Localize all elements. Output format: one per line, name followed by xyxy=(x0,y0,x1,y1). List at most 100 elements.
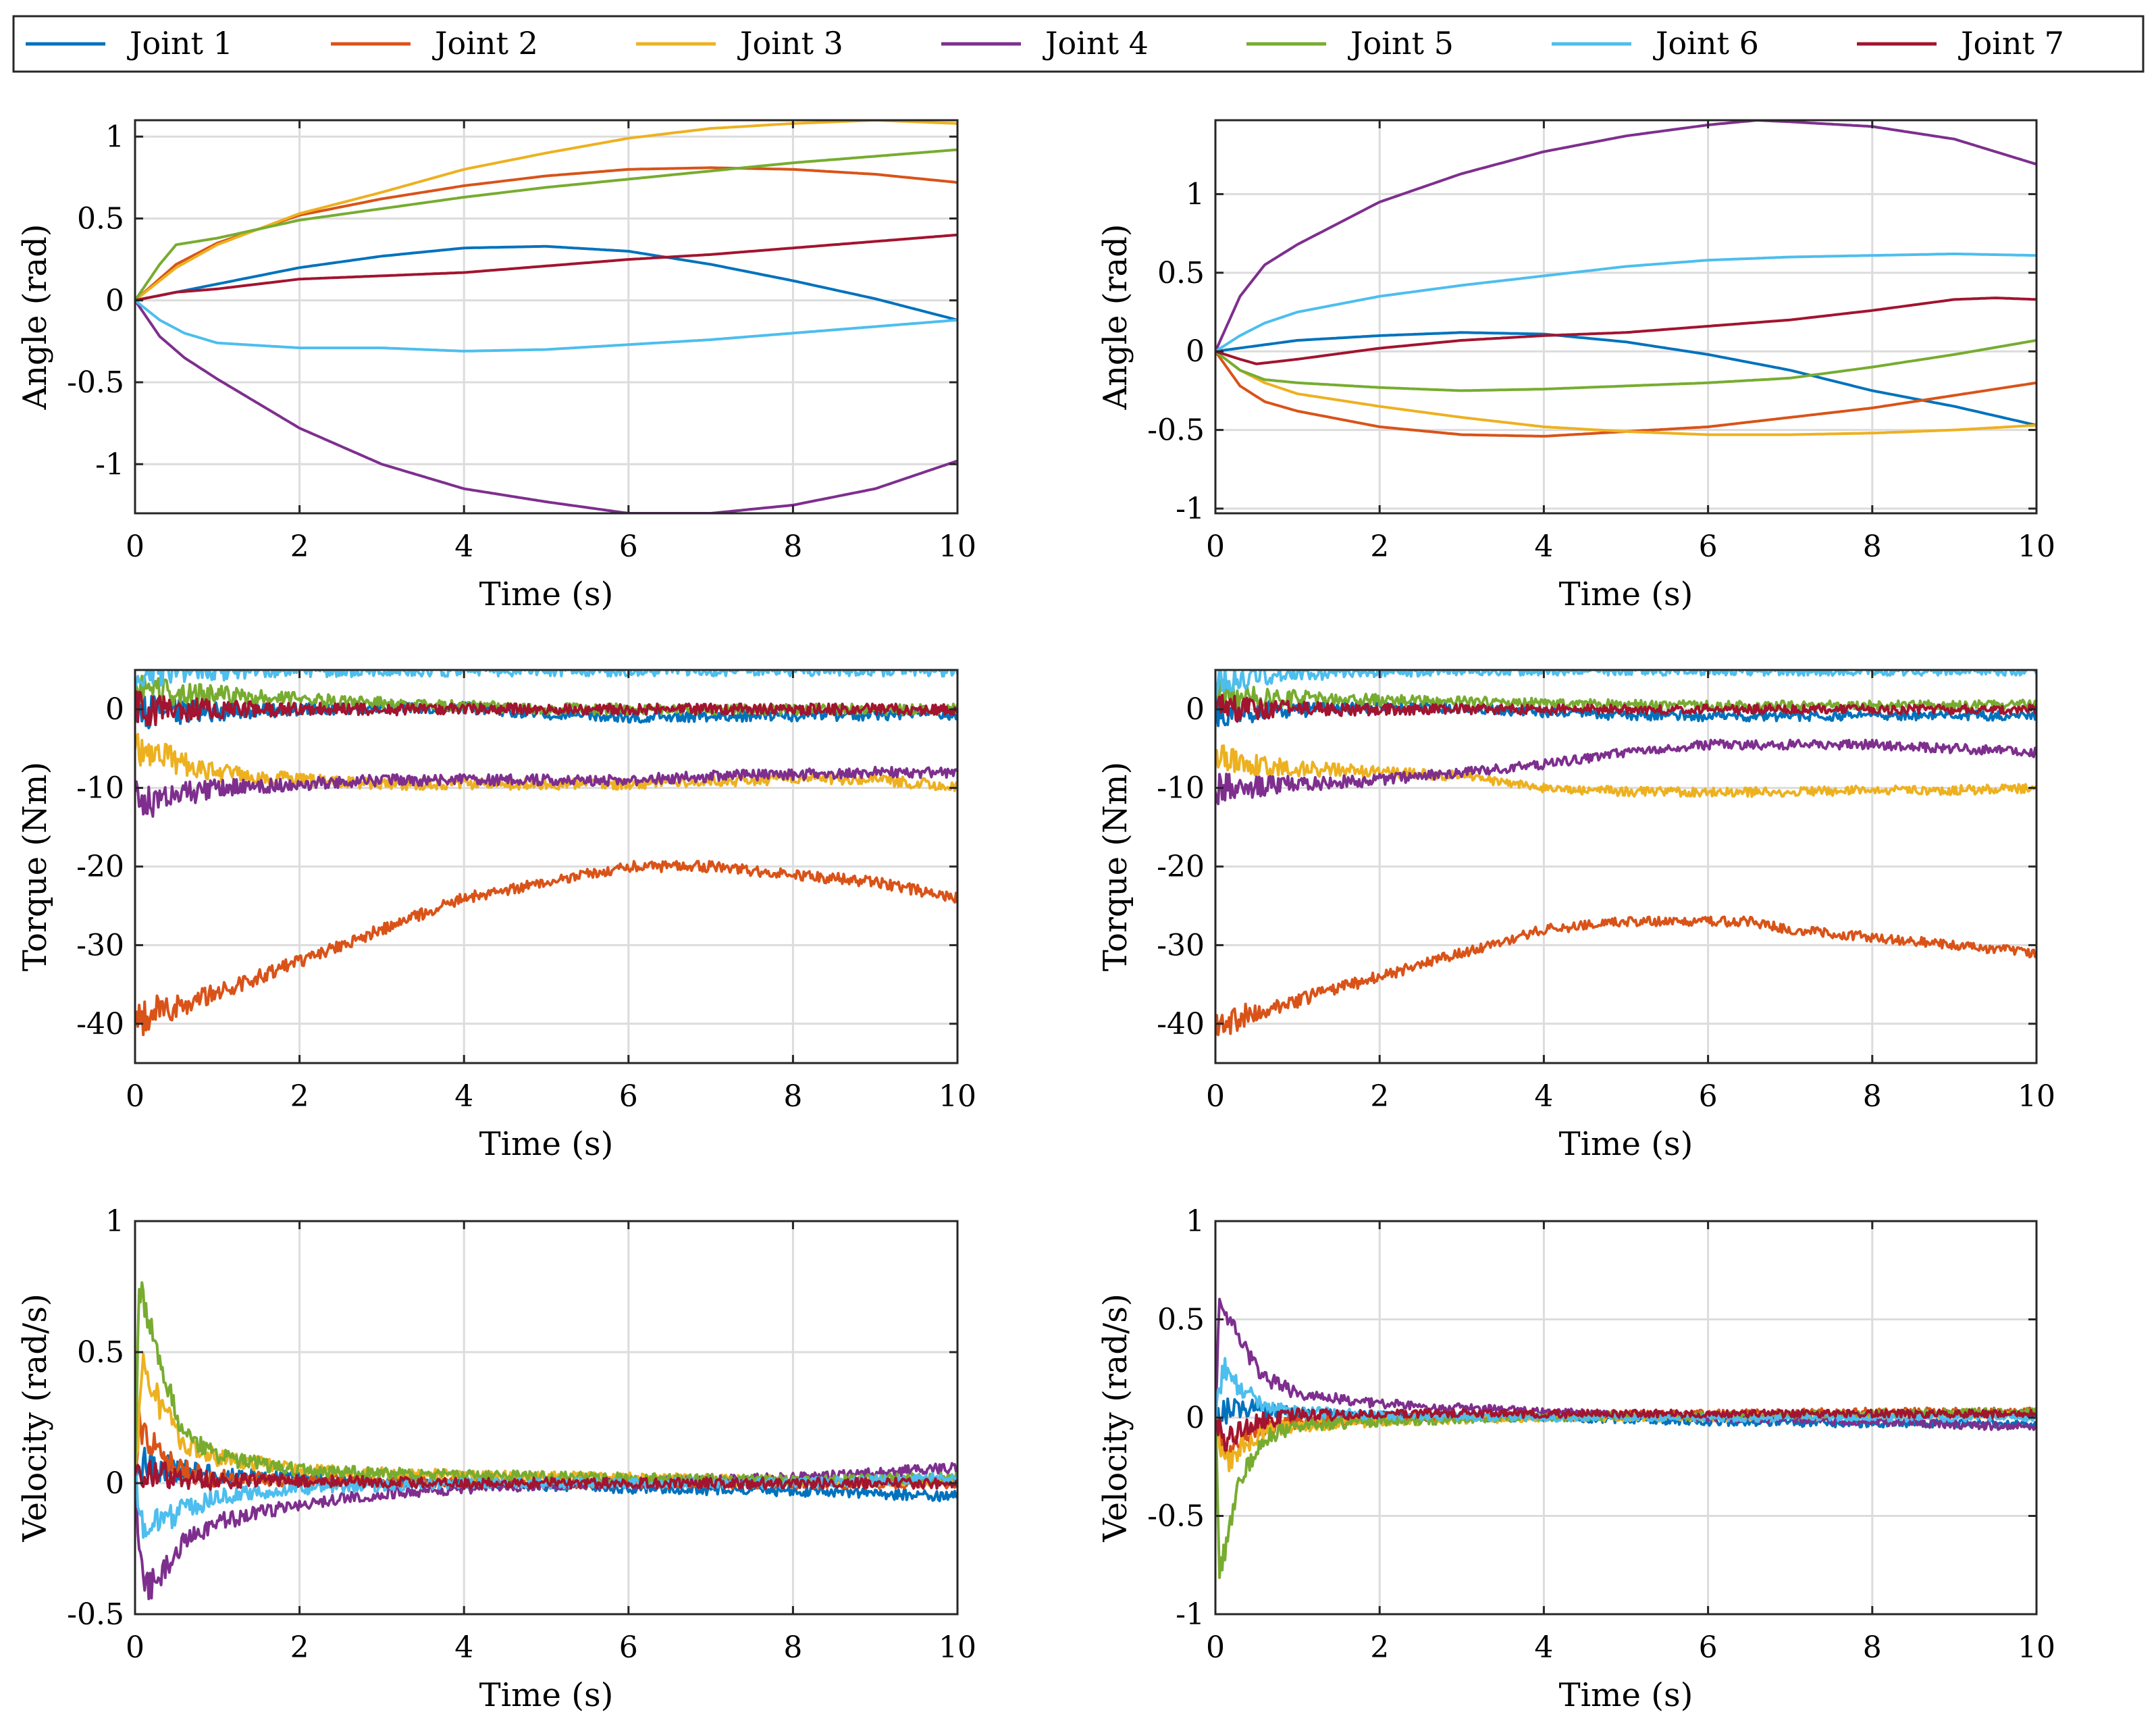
x-tick-label: 10 xyxy=(939,1079,976,1114)
x-tick-label: 6 xyxy=(1699,530,1718,564)
y-tick-label: 0 xyxy=(105,284,124,318)
legend-entry: Joint 3 xyxy=(636,25,843,61)
y-tick-label: 0 xyxy=(1186,1401,1205,1435)
series-line-joint-4 xyxy=(135,299,957,513)
x-tick-label: 10 xyxy=(2018,1630,2055,1665)
x-tick-label: 4 xyxy=(1534,1079,1553,1114)
y-tick-label: -30 xyxy=(76,928,124,962)
x-tick-label: 4 xyxy=(1534,1630,1553,1665)
legend: Joint 1 Joint 2 Joint 3 Joint 4 Joint 5 Joint… xyxy=(12,15,2145,73)
x-tick-label: 8 xyxy=(1863,530,1882,564)
y-tick-label: 1 xyxy=(105,1204,124,1239)
axes-box xyxy=(134,119,959,515)
series-line-joint-6 xyxy=(1215,252,2036,353)
y-tick-label: -0.5 xyxy=(1147,1499,1205,1534)
x-tick-label: 10 xyxy=(939,530,976,564)
plot-area xyxy=(135,120,957,513)
series-group xyxy=(1215,670,2036,1037)
x-axis-label: Time (s) xyxy=(479,1676,614,1714)
plot-area xyxy=(135,1221,957,1614)
legend-label: Joint 7 xyxy=(1958,25,2064,61)
y-tick-label: 0 xyxy=(105,692,124,727)
x-tick-label: 8 xyxy=(783,530,802,564)
y-axis-label: Torque (Nm) xyxy=(1097,762,1134,971)
legend-label: Joint 5 xyxy=(1348,25,1454,61)
y-tick-label: -10 xyxy=(1157,771,1205,806)
x-tick-label: 8 xyxy=(783,1079,802,1114)
y-axis-label: Velocity (rad/s) xyxy=(1097,1293,1134,1542)
series-line-joint-7 xyxy=(1215,694,2036,723)
panel-angle-right: 0 2 4 6 8 10 -1 -0.5 0 0.5 1 Time (s) Angle (rad) xyxy=(1097,119,2055,613)
x-tick-label: 2 xyxy=(290,1630,309,1665)
axes-box xyxy=(134,1220,959,1616)
y-axis-label: Torque (Nm) xyxy=(16,762,54,971)
series-line-joint-1 xyxy=(135,244,957,321)
y-tick-label: 0.5 xyxy=(77,202,124,236)
series-line-joint-1 xyxy=(1215,331,2036,427)
series-line-joint-7 xyxy=(1215,1408,2036,1452)
y-tick-label: -0.5 xyxy=(67,365,124,400)
x-tick-label: 2 xyxy=(1370,530,1389,564)
series-line-joint-5 xyxy=(135,148,957,301)
y-tick-label: -1 xyxy=(95,447,124,482)
x-tick-label: 0 xyxy=(126,1630,144,1665)
x-tick-label: 0 xyxy=(126,1079,144,1114)
series-line-joint-7 xyxy=(135,690,957,727)
x-tick-label: 4 xyxy=(454,1630,473,1665)
series-line-joint-6 xyxy=(135,299,957,353)
y-tick-label: -1 xyxy=(1176,492,1205,526)
series-line-joint-3 xyxy=(135,120,957,302)
x-tick-label: 10 xyxy=(2018,1079,2055,1114)
y-axis-label: Angle (rad) xyxy=(1097,224,1134,410)
x-tick-label: 6 xyxy=(619,1630,638,1665)
x-tick-label: 10 xyxy=(2018,530,2055,564)
series-group xyxy=(135,1281,957,1601)
series-line-joint-4 xyxy=(1215,120,2036,353)
x-tick-label: 2 xyxy=(1370,1079,1389,1114)
x-tick-label: 4 xyxy=(1534,530,1553,564)
x-tick-label: 4 xyxy=(454,1079,473,1114)
y-tick-label: 0 xyxy=(1186,334,1205,369)
series-line-joint-2 xyxy=(1215,915,2036,1037)
x-axis-label: Time (s) xyxy=(479,575,614,613)
y-tick-label: -40 xyxy=(76,1007,124,1041)
legend-entry: Joint 5 xyxy=(1246,25,1454,61)
series-group xyxy=(135,120,957,513)
panel-torque-left: 0 2 4 6 8 10 -40 -30 -20 -10 0 Time (s) Torque (Nm) xyxy=(16,669,976,1163)
series-line-joint-3 xyxy=(1215,350,2036,436)
y-tick-label: -0.5 xyxy=(67,1597,124,1632)
x-tick-label: 8 xyxy=(1863,1630,1882,1665)
x-tick-label: 10 xyxy=(939,1630,976,1665)
y-tick-label: 1 xyxy=(1186,1204,1205,1239)
series-line-joint-7 xyxy=(135,233,957,302)
x-tick-label: 6 xyxy=(619,530,638,564)
legend-label: Joint 6 xyxy=(1653,25,1759,61)
series-line-joint-6 xyxy=(135,670,957,688)
series-line-joint-2 xyxy=(135,860,957,1037)
legend-entry: Joint 7 xyxy=(1857,25,2064,61)
series-line-joint-6 xyxy=(1215,670,2036,696)
x-tick-label: 2 xyxy=(290,530,309,564)
y-tick-label: -30 xyxy=(1157,928,1205,962)
x-axis-label: Time (s) xyxy=(1559,1676,1693,1714)
legend-label: Joint 4 xyxy=(1043,25,1149,61)
x-tick-label: 0 xyxy=(1206,1630,1225,1665)
series-line-joint-7 xyxy=(1215,296,2036,365)
y-tick-label: -1 xyxy=(1176,1597,1205,1632)
y-tick-label: 0 xyxy=(105,1466,124,1501)
x-tick-label: 0 xyxy=(1206,1079,1225,1114)
legend-label: Joint 1 xyxy=(127,25,233,61)
x-tick-label: 8 xyxy=(783,1630,802,1665)
x-tick-label: 2 xyxy=(290,1079,309,1114)
series-line-joint-3 xyxy=(1215,744,2036,798)
legend-entry: Joint 1 xyxy=(26,25,233,61)
x-tick-label: 0 xyxy=(126,530,144,564)
y-tick-label: -40 xyxy=(1157,1007,1205,1041)
y-tick-label: 0.5 xyxy=(1157,256,1205,290)
y-axis-label: Angle (rad) xyxy=(16,224,54,410)
plot-area xyxy=(1215,120,2036,513)
y-tick-label: 0.5 xyxy=(1157,1303,1205,1337)
